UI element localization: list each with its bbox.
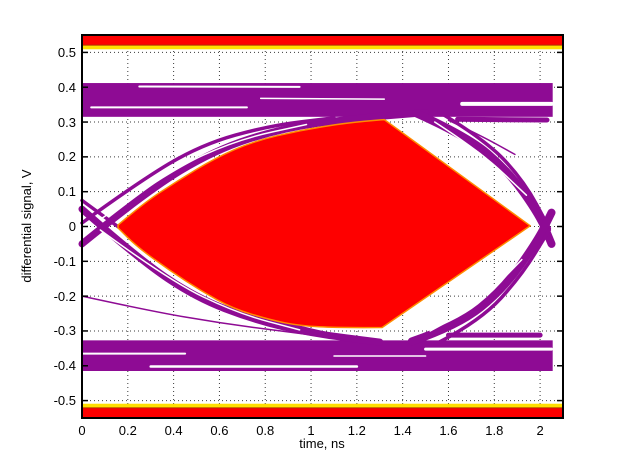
mask-bottom-bar xyxy=(82,407,563,418)
x-tick-label: 0.6 xyxy=(210,423,229,438)
trace-highlight-strand xyxy=(99,123,308,221)
trace-highlight-strand xyxy=(429,258,523,332)
signal-trace-bundle xyxy=(412,109,556,248)
signal-rail-band xyxy=(82,83,553,117)
signal-trace-bundle xyxy=(78,109,430,248)
signal-trace-bundle xyxy=(407,208,556,346)
x-tick-label: 1.4 xyxy=(393,423,412,438)
signal-trace-bundle xyxy=(455,116,550,123)
y-tick-label: -0.2 xyxy=(53,288,76,304)
eye-mask-polygon xyxy=(117,118,531,329)
x-tick-label: 2 xyxy=(536,423,544,438)
y-axis-title: differential signal, V xyxy=(19,169,34,283)
signal-trace-bundle xyxy=(447,119,516,156)
mask-bar-yellow-stripe xyxy=(82,403,563,408)
y-tick-label: 0.5 xyxy=(57,44,76,60)
x-tick-label: 0 xyxy=(78,423,86,438)
trace-highlight-strand xyxy=(433,121,528,196)
signal-trace-bundle xyxy=(81,295,324,337)
y-tick-label: 0.4 xyxy=(57,79,76,95)
y-tick-label: 0.1 xyxy=(57,184,76,200)
y-tick-label: -0.1 xyxy=(53,253,76,269)
x-tick-label: 1.8 xyxy=(485,423,504,438)
x-axis-title: time, ns xyxy=(299,436,345,451)
y-tick-label: -0.4 xyxy=(53,358,76,374)
rail-highlight-streak xyxy=(259,97,386,100)
signal-trace-bundle xyxy=(437,228,552,344)
x-tick-label: 1.2 xyxy=(347,423,366,438)
x-tick-label: 1.6 xyxy=(439,423,458,438)
y-tick-label: -0.5 xyxy=(53,393,76,409)
x-tick-label: 0.4 xyxy=(164,423,183,438)
x-tick-label: 0.2 xyxy=(118,423,137,438)
trace-highlight-strand xyxy=(99,229,301,331)
y-tick-label: 0 xyxy=(68,219,76,234)
y-tick-label: 0.3 xyxy=(57,114,76,130)
mask-bar-yellow-stripe xyxy=(82,45,563,50)
signal-trace-bundle xyxy=(80,116,336,225)
y-tick-label: 0.2 xyxy=(57,149,76,165)
x-tick-label: 1 xyxy=(307,423,315,438)
x-tick-label: 0.8 xyxy=(256,423,275,438)
mask-top-bar xyxy=(82,35,563,46)
y-tick-label: -0.3 xyxy=(53,323,76,339)
